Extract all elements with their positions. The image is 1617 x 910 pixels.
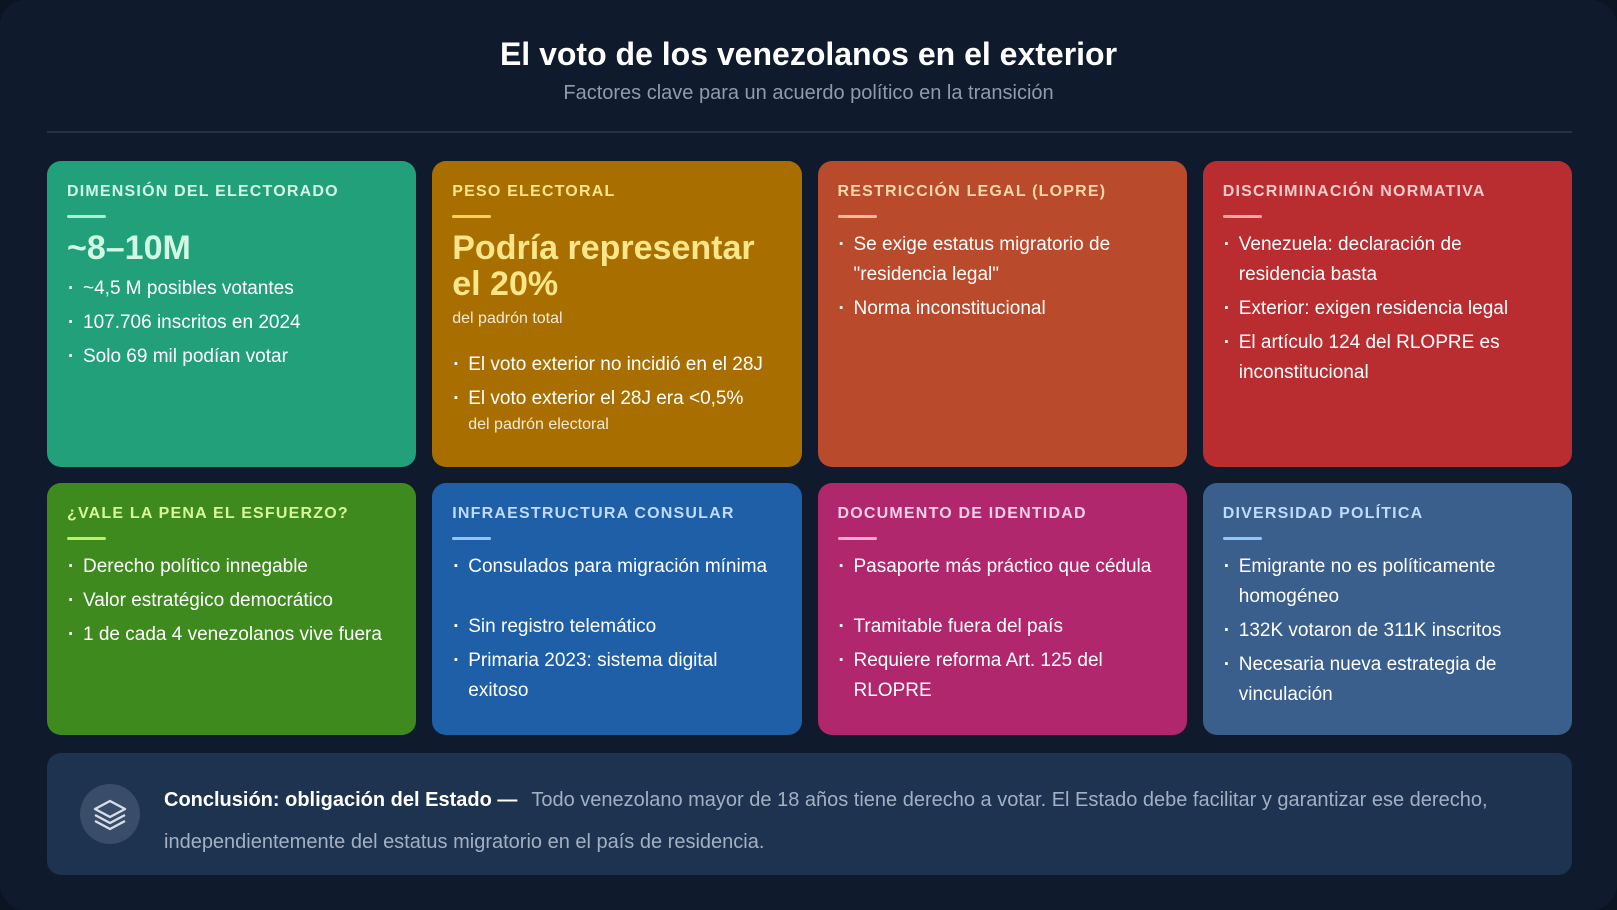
card-title: Discriminación normativa bbox=[1222, 183, 1486, 200]
list-item: Necesaria nueva estrategia de vinculació… bbox=[1223, 650, 1552, 710]
conclusion: Conclusión: obligación del Estado — Todo … bbox=[47, 753, 1572, 875]
item-text: 107.706 inscritos en 2024 bbox=[83, 312, 301, 333]
conclusion-label: Conclusión: obligación del Estado — bbox=[164, 789, 518, 811]
item-text: Valor estratégico democrático bbox=[83, 590, 333, 611]
list-item: Se exige estatus migratorio de "residenc… bbox=[838, 230, 1167, 290]
card: Discriminación normativa Venezuela: decla… bbox=[1202, 161, 1572, 467]
item-list: Derecho político innegable Valor estratég… bbox=[67, 552, 396, 650]
item-text: Tramitable fuera del país bbox=[853, 616, 1063, 637]
divider bbox=[47, 131, 1572, 133]
item-text: Requiere reforma Art. 125 del RLOPRE bbox=[853, 650, 1103, 701]
conclusion-text: Conclusión: obligación del Estado — Todo … bbox=[164, 779, 1534, 863]
item-text: Solo 69 mil podían votar bbox=[83, 346, 288, 367]
card: Infraestructura consular Consulados para … bbox=[432, 483, 802, 735]
subtitle: Factores clave para un acuerdo político … bbox=[563, 82, 1054, 104]
list-item: Primaria 2023: sistema digital exitoso bbox=[452, 646, 781, 706]
card-grid: Dimensión del electorado ~8–10M ~4,5 M pos… bbox=[47, 161, 1572, 735]
item-text: Consulados para migración mínima bbox=[468, 556, 768, 577]
accent-line bbox=[1222, 537, 1262, 540]
list-item: ~4,5 M posibles votantes bbox=[67, 274, 396, 304]
list-item: Sin registro telemático bbox=[452, 612, 781, 642]
list-item: El artículo 124 del RLOPRE es inconstitu… bbox=[1223, 328, 1552, 388]
list-item: Exterior: exigen residencia legal bbox=[1223, 294, 1552, 324]
card-title: Documento de identidad bbox=[837, 505, 1087, 522]
card: Restricción legal (LOPRE) Se exige estatu… bbox=[817, 161, 1187, 467]
card: Dimensión del electorado ~8–10M ~4,5 M pos… bbox=[47, 161, 417, 467]
item-list: Emigrante no es políticamente homogéneo 1… bbox=[1223, 552, 1552, 710]
layers-icon bbox=[80, 784, 140, 844]
accent-line bbox=[67, 537, 106, 540]
item-text: Emigrante no es políticamente homogéneo bbox=[1238, 556, 1496, 607]
list-item: Venezuela: declaración de residencia bas… bbox=[1223, 230, 1552, 290]
item-text: Venezuela: declaración de residencia bas… bbox=[1238, 234, 1462, 285]
list-item: Solo 69 mil podían votar bbox=[67, 342, 396, 372]
list-item: Norma inconstitucional bbox=[838, 294, 1167, 324]
item-text: Exterior: exigen residencia legal bbox=[1238, 298, 1509, 319]
accent-line bbox=[67, 215, 106, 218]
card-figure: Podría representar el 20% bbox=[452, 229, 755, 303]
card-title: Dimensión del electorado bbox=[67, 183, 339, 200]
item-text: Necesaria nueva estrategia de vinculació… bbox=[1238, 654, 1497, 705]
conclusion-body: Todo venezolano mayor de 18 años tiene d… bbox=[164, 789, 1488, 853]
card: ¿Vale la pena el esfuerzo? Derecho políti… bbox=[47, 483, 417, 735]
item-text: El voto exterior el 28J era <0,5% bbox=[468, 388, 744, 409]
card: Diversidad política Emigrante no es polít… bbox=[1202, 483, 1572, 735]
item-note: del padrón electoral bbox=[468, 416, 609, 433]
item-text: ~4,5 M posibles votantes bbox=[83, 278, 294, 299]
item-text: El artículo 124 del RLOPRE es inconstitu… bbox=[1238, 332, 1500, 383]
card-title: Restricción legal (LOPRE) bbox=[837, 183, 1107, 200]
card-title: ¿Vale la pena el esfuerzo? bbox=[67, 505, 349, 522]
accent-line bbox=[837, 215, 877, 218]
card: Peso electoral Podría representar el 20% d… bbox=[432, 161, 802, 467]
accent-line bbox=[1222, 215, 1262, 218]
item-text: Sin registro telemático bbox=[468, 616, 657, 637]
list-item: 132K votaron de 311K inscritos bbox=[1223, 616, 1552, 646]
list-item: Valor estratégico democrático bbox=[67, 586, 396, 616]
item-text: Derecho político innegable bbox=[83, 556, 308, 577]
card-subtext: del padrón total bbox=[452, 310, 563, 327]
card-title: Infraestructura consular bbox=[452, 505, 735, 522]
item-text: Norma inconstitucional bbox=[853, 298, 1046, 319]
card-figure: ~8–10M bbox=[67, 229, 191, 267]
item-list: ~4,5 M posibles votantes 107.706 inscrito… bbox=[67, 274, 396, 372]
item-list: El voto exterior no incidió en el 28J El … bbox=[452, 350, 781, 436]
accent-line bbox=[452, 215, 492, 218]
accent-line bbox=[837, 537, 877, 540]
list-item: Emigrante no es políticamente homogéneo bbox=[1223, 552, 1552, 612]
list-item: Tramitable fuera del país bbox=[838, 612, 1167, 642]
item-list: Pasaporte más práctico que cédula Tramita… bbox=[838, 552, 1167, 706]
list-item: 107.706 inscritos en 2024 bbox=[67, 308, 396, 338]
item-list: Se exige estatus migratorio de "residenc… bbox=[838, 230, 1167, 324]
item-list: Venezuela: declaración de residencia bas… bbox=[1223, 230, 1552, 388]
item-text: Primaria 2023: sistema digital exitoso bbox=[468, 650, 718, 701]
list-item: Derecho político innegable bbox=[67, 552, 396, 582]
list-item: El voto exterior el 28J era <0,5% del pad… bbox=[452, 384, 781, 436]
accent-line bbox=[452, 537, 492, 540]
list-item: Requiere reforma Art. 125 del RLOPRE bbox=[838, 646, 1167, 706]
title: El voto de los venezolanos en el exterio… bbox=[499, 36, 1118, 72]
item-text: Se exige estatus migratorio de "residenc… bbox=[853, 234, 1111, 285]
list-item: 1 de cada 4 venezolanos vive fuera bbox=[67, 620, 396, 650]
card-title: Diversidad política bbox=[1222, 505, 1424, 522]
list-item: Consulados para migración mínima bbox=[452, 552, 781, 582]
list-item: Pasaporte más práctico que cédula bbox=[838, 552, 1167, 582]
item-list: Consulados para migración mínima Sin regi… bbox=[452, 552, 781, 706]
list-item: El voto exterior no incidió en el 28J bbox=[452, 350, 781, 380]
card: Documento de identidad Pasaporte más prác… bbox=[817, 483, 1187, 735]
item-text: 132K votaron de 311K inscritos bbox=[1238, 620, 1502, 641]
item-text: 1 de cada 4 venezolanos vive fuera bbox=[83, 624, 382, 645]
item-text: Pasaporte más práctico que cédula bbox=[853, 556, 1152, 577]
card-title: Peso electoral bbox=[452, 183, 616, 200]
item-text: El voto exterior no incidió en el 28J bbox=[468, 354, 763, 375]
